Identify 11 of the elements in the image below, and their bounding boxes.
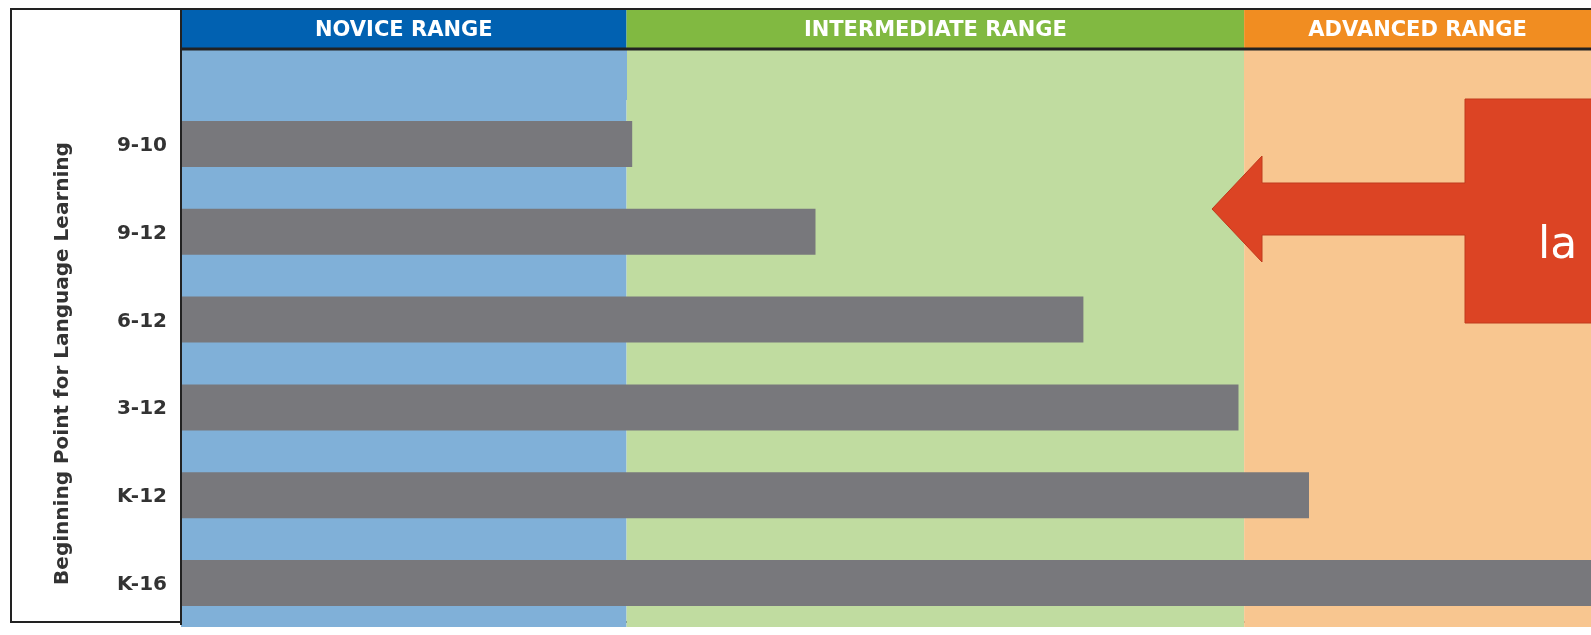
y-tick-label: K-12 <box>117 483 167 508</box>
y-tick-label: 9-12 <box>116 219 167 244</box>
band-label: NOVICE RANGE <box>314 17 493 41</box>
y-tick-label: K-16 <box>117 571 167 596</box>
y-axis-title: Beginning Point for Language Learning <box>49 142 73 585</box>
y-tick-label: 3-12 <box>116 395 167 420</box>
annotation: la <box>1538 217 1578 268</box>
y-tick-label: 6-12 <box>116 307 167 332</box>
band-label: ADVANCED RANGE <box>1308 17 1527 41</box>
y-tick-label: 9-10 <box>116 131 167 156</box>
band-label: INTERMEDIATE RANGE <box>803 17 1067 41</box>
